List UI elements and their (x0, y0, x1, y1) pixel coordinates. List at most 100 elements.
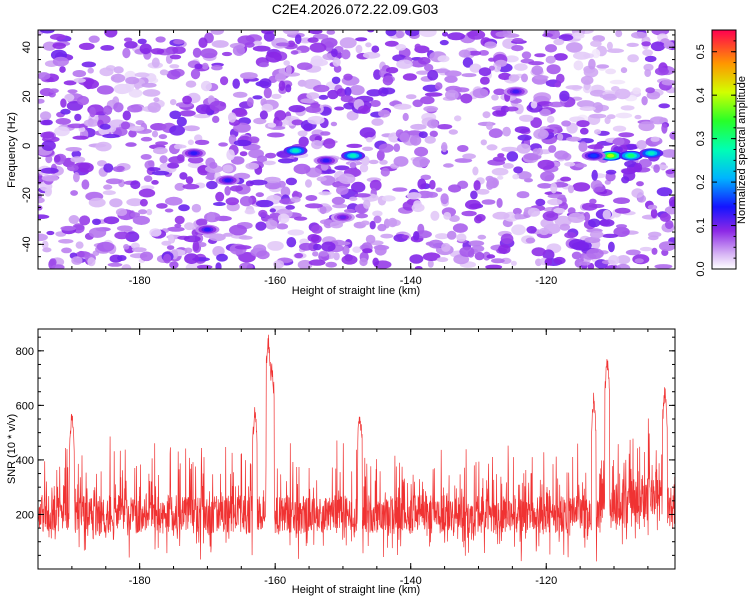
heatmap-cell (409, 254, 424, 264)
heatmap-cell (208, 233, 226, 242)
heatmap-cell (351, 181, 366, 193)
heatmap-cell (613, 137, 625, 146)
heatmap-cell (656, 187, 673, 197)
heatmap-cell (156, 203, 168, 209)
heatmap-cell (87, 67, 94, 74)
heatmap-cell (481, 199, 496, 205)
heatmap-cell (212, 115, 220, 123)
heatmap-cell (200, 48, 218, 59)
heatmap-cell (40, 30, 55, 34)
heatmap-cell (486, 254, 496, 259)
heatmap-cell (381, 195, 396, 202)
heatmap-cell (201, 62, 209, 70)
heatmap-cell (255, 221, 267, 231)
heatmap-cell (349, 196, 358, 201)
heatmap-cell (285, 64, 292, 76)
heatmap-cell (148, 167, 161, 172)
heatmap-cell (548, 101, 565, 108)
heatmap-cell (83, 119, 100, 127)
heatmap-cell (644, 69, 652, 77)
heatmap-cell (589, 113, 607, 119)
heatmap-cell (107, 262, 123, 267)
heatmap-cell (333, 65, 342, 73)
heatmap-cell (428, 239, 444, 249)
heatmap-cell (491, 94, 499, 101)
heatmap-cell (55, 118, 71, 125)
heatmap-cell (130, 180, 141, 190)
heatmap-cell (223, 232, 233, 237)
heatmap-hotspot (512, 89, 520, 94)
heatmap-cell (216, 253, 228, 262)
heatmap-cell (338, 173, 356, 185)
heatmap-cell (174, 215, 185, 225)
heatmap-cell (331, 196, 345, 205)
heatmap-cell (346, 110, 359, 121)
heatmap-cell (210, 30, 224, 35)
heatmap-cell (512, 174, 520, 180)
heatmap-cell (304, 203, 323, 209)
y-tick-label: 0 (21, 143, 33, 149)
heatmap-cell (151, 130, 159, 138)
heatmap-cell (557, 133, 564, 141)
heatmap-cell (331, 48, 338, 58)
heatmap-cell (200, 80, 212, 92)
heatmap-cell (614, 88, 631, 100)
heatmap-cell (138, 209, 148, 215)
heatmap-cell (553, 256, 566, 265)
heatmap-cell (153, 97, 160, 103)
heatmap-cell (185, 80, 197, 88)
heatmap-cell (355, 213, 368, 219)
heatmap-cell (191, 203, 202, 213)
heatmap-cell (465, 199, 481, 210)
heatmap-cell (263, 31, 275, 42)
heatmap-cell (658, 241, 675, 251)
heatmap-cell (275, 119, 283, 128)
heatmap-cell (147, 102, 161, 113)
heatmap-cell (40, 120, 51, 126)
heatmap-cell (378, 109, 391, 118)
heatmap-cell (169, 110, 182, 120)
heatmap-cell (140, 136, 153, 142)
y-tick-label: -40 (21, 236, 33, 252)
heatmap-cell (169, 261, 179, 269)
x-tick-label: -140 (400, 575, 422, 587)
heatmap-cell (355, 44, 363, 54)
heatmap-cell (581, 202, 598, 211)
heatmap-cell (331, 76, 341, 85)
heatmap-cell (113, 102, 124, 113)
heatmap-cell (281, 258, 293, 263)
heatmap-cell (393, 156, 409, 167)
heatmap-cell (528, 61, 545, 66)
heatmap-cell (239, 151, 248, 157)
heatmap-cell (222, 164, 234, 173)
snr-y-axis-label: SNR (10 * v/v) (6, 414, 18, 484)
heatmap-cell (142, 89, 161, 97)
heatmap-cell (590, 40, 602, 47)
heatmap-cell (95, 141, 112, 152)
heatmap-hotspot (627, 153, 635, 158)
heatmap-cell (485, 175, 494, 182)
heatmap-cell (616, 263, 631, 269)
heatmap-cell (474, 251, 485, 261)
heatmap-cell (661, 149, 675, 158)
heatmap-cell (606, 48, 625, 53)
heatmap-cell (523, 153, 542, 161)
heatmap-cell (436, 124, 453, 130)
colorbar-tick-label: 0.0 (695, 261, 707, 276)
heatmap-cell (584, 236, 601, 244)
snr-y-ticks: 200 400 600 800 (16, 336, 675, 570)
heatmap-cell (232, 45, 245, 56)
heatmap-cell (402, 112, 409, 122)
heatmap-cell (456, 233, 467, 242)
heatmap-cell (296, 62, 313, 70)
heatmap-cell (74, 113, 82, 122)
heatmap-cell (183, 235, 201, 243)
heatmap-cell (334, 106, 345, 111)
heatmap-cell (413, 231, 420, 241)
heatmap-cell (343, 102, 356, 110)
heatmap-cell (659, 212, 671, 222)
heatmap-cell (42, 247, 52, 253)
heatmap-cell (419, 30, 437, 38)
heatmap-cell (61, 247, 72, 254)
heatmap-cell (376, 149, 385, 161)
